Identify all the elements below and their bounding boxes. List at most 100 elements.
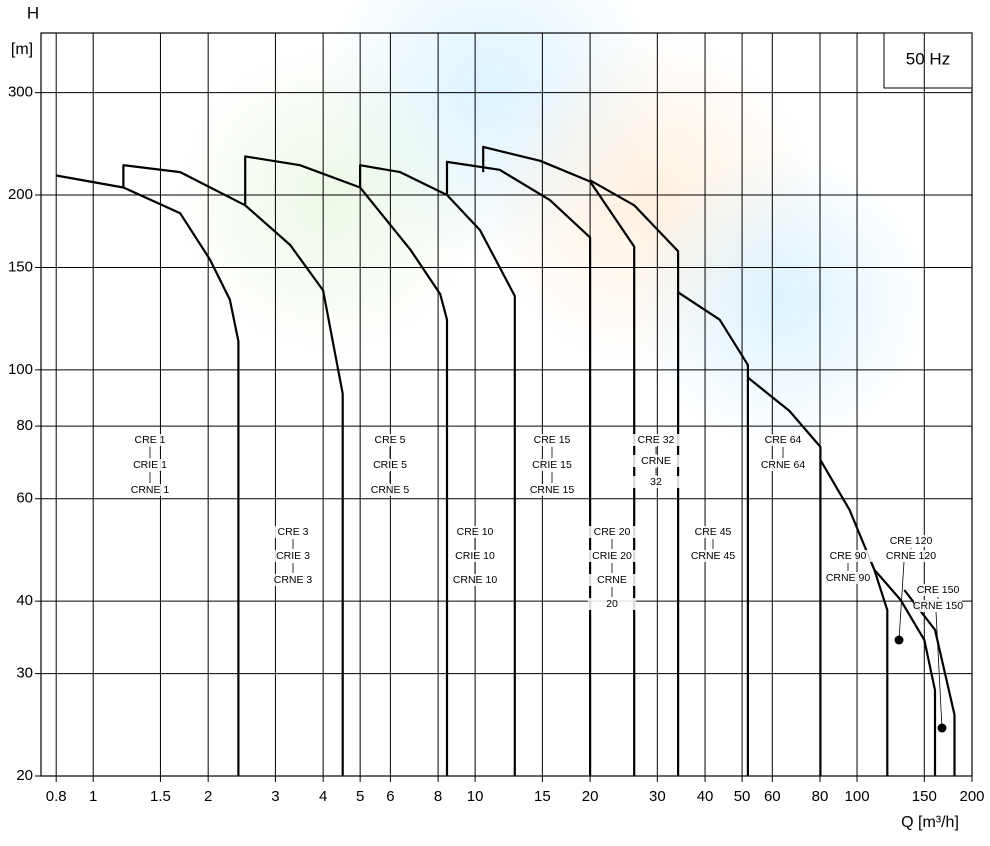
curve-label: CRNE 150 <box>913 600 963 612</box>
x-tick-label: 0.8 <box>46 788 67 805</box>
curve-label: CRIE 20 <box>592 550 632 562</box>
label-bg <box>366 434 414 446</box>
label-bg <box>759 434 807 446</box>
label-bg <box>914 584 962 596</box>
x-axis-label: Q [m³/h] <box>901 814 959 831</box>
x-tick-label: 50 <box>734 788 751 805</box>
y-tick-label: 20 <box>16 767 33 784</box>
curve-label: CRE 15 <box>534 434 571 446</box>
curve-label: CRE 5 <box>375 434 406 446</box>
pump-curve <box>482 145 636 776</box>
curve-label: CRNE <box>597 574 627 586</box>
curve-label: CRNE 45 <box>691 550 736 562</box>
label-bg <box>887 535 935 547</box>
x-tick-label: 4 <box>319 788 327 805</box>
x-tick-label: 3 <box>271 788 279 805</box>
label-bg <box>632 476 680 488</box>
pump-curve <box>873 568 937 776</box>
x-tick-label: 40 <box>697 788 714 805</box>
label-bg <box>689 526 737 538</box>
label-bg <box>588 550 636 562</box>
x-tick-label: 5 <box>356 788 364 805</box>
curve-label: CRE 20 <box>594 526 631 538</box>
y-tick-label: 100 <box>8 361 33 378</box>
curve-label: CRIE 10 <box>455 550 495 562</box>
curve-label: CRE 1 <box>135 434 166 446</box>
x-tick-label: 150 <box>912 788 937 805</box>
curve-label: CRE 150 <box>917 584 960 596</box>
label-bg <box>528 434 576 446</box>
x-tick-label: 30 <box>649 788 666 805</box>
label-bg <box>914 600 962 612</box>
leader-line <box>898 561 905 641</box>
y-axis-unit: [m] <box>11 41 33 58</box>
y-axis-label: H <box>27 3 39 22</box>
label-bg <box>528 484 576 496</box>
label-bg <box>269 574 317 586</box>
curve-label: CRE 32 <box>638 434 675 446</box>
curve-label: CRE 10 <box>457 526 494 538</box>
x-tick-label: 10 <box>467 788 484 805</box>
annotation-box <box>883 32 973 89</box>
y-tick-label: 30 <box>16 665 33 682</box>
label-bg <box>689 550 737 562</box>
label-bg <box>269 526 317 538</box>
x-tick-label: 20 <box>582 788 599 805</box>
x-tick-label: 60 <box>764 788 781 805</box>
pump-curve <box>122 164 344 776</box>
y-tick-label: 40 <box>16 592 33 609</box>
label-bg <box>451 526 499 538</box>
curve-label: 32 <box>650 476 662 488</box>
label-bg <box>887 550 935 562</box>
y-tick-label: 300 <box>8 84 33 101</box>
curve-label: CRNE 120 <box>886 550 936 562</box>
label-bg <box>451 550 499 562</box>
label-bg <box>824 550 872 562</box>
y-tick-label: 60 <box>16 490 33 507</box>
curve-label: CRNE 64 <box>761 459 806 471</box>
curve-label: CRIE 5 <box>373 459 407 471</box>
curve-label: 20 <box>606 598 618 610</box>
curve-label: CRNE <box>641 455 671 467</box>
label-bg <box>269 550 317 562</box>
leader-line <box>935 611 943 729</box>
curve-label: CRE 90 <box>830 550 867 562</box>
pump-curve <box>819 459 889 776</box>
label-bg <box>528 459 576 471</box>
y-tick-label: 80 <box>16 417 33 434</box>
label-bg <box>126 484 174 496</box>
label-bg <box>126 459 174 471</box>
x-tick-label: 15 <box>534 788 551 805</box>
curve-label: CRE 64 <box>765 434 802 446</box>
curve-label: CRNE 1 <box>131 484 170 496</box>
curve-label: CRNE 10 <box>453 574 498 586</box>
label-bg <box>588 598 636 610</box>
x-tick-label: 8 <box>434 788 442 805</box>
y-tick-label: 150 <box>8 259 33 276</box>
pump-curve <box>244 155 449 776</box>
label-bg <box>588 574 636 586</box>
x-tick-label: 100 <box>845 788 870 805</box>
x-tick-label: 80 <box>812 788 829 805</box>
curve-label: CRNE 3 <box>274 574 313 586</box>
label-bg <box>126 434 174 446</box>
curve-label: CRE 120 <box>890 535 933 547</box>
x-tick-label: 6 <box>386 788 394 805</box>
label-bg <box>759 459 807 471</box>
leader-dot <box>937 723 947 733</box>
leader-dot <box>894 635 904 645</box>
x-tick-label: 1.5 <box>150 788 171 805</box>
curve-label: CRNE 15 <box>530 484 575 496</box>
label-bg <box>632 455 680 467</box>
label-bg <box>588 526 636 538</box>
curve-label: CRIE 3 <box>276 550 310 562</box>
label-bg <box>366 484 414 496</box>
label-bg <box>366 459 414 471</box>
label-bg <box>451 574 499 586</box>
x-tick-label: 200 <box>959 788 984 805</box>
y-tick-label: 200 <box>8 186 33 203</box>
label-bg <box>824 572 872 584</box>
curve-label: CRE 45 <box>695 526 732 538</box>
watermark <box>170 0 930 450</box>
